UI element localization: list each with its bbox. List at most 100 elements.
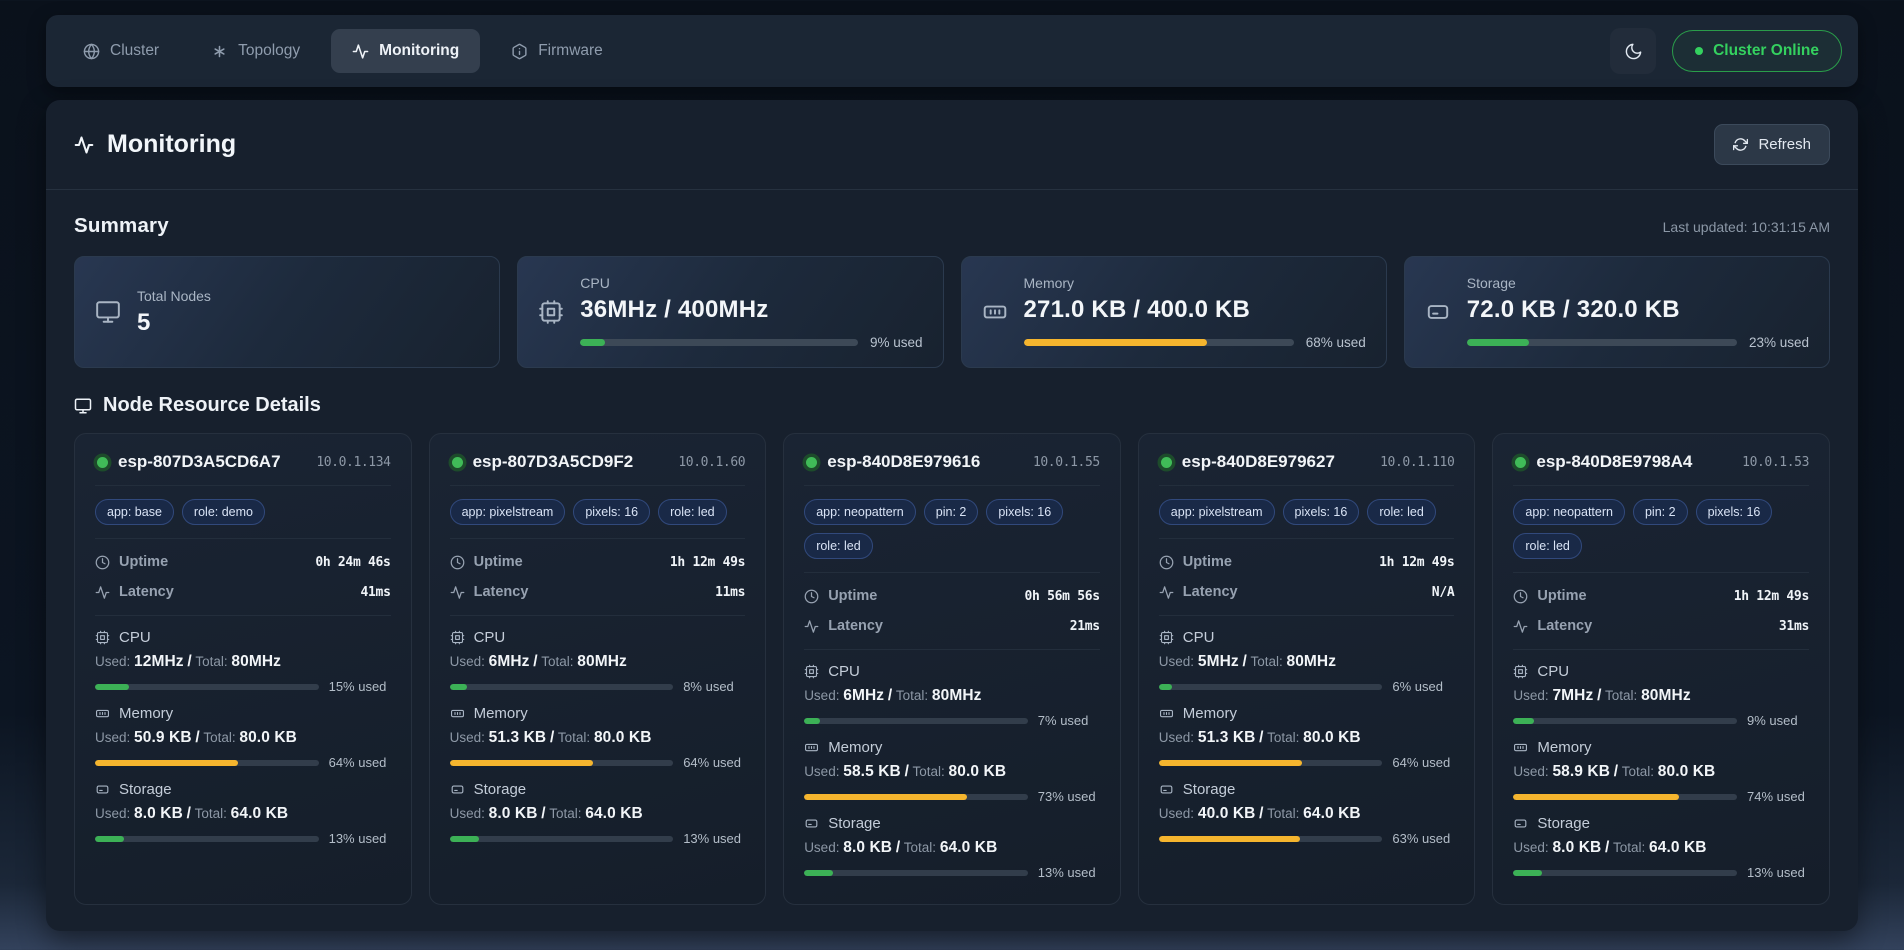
separator: / [1597,687,1602,704]
page-title-label: Monitoring [107,130,237,158]
node-card: esp-807D3A5CD9F2 10.0.1.60 app: pixelstr… [428,433,767,905]
progress-fill [95,683,129,690]
progress-track [1158,835,1383,842]
progress-fill [1513,869,1543,876]
latency-value: 31ms [1778,618,1809,634]
total-label: Total: [203,730,236,745]
metric-label: Memory [1537,739,1592,756]
used-value: 6MHz [488,653,530,670]
progress-fill [1466,338,1529,346]
latency-label: Latency [95,584,174,600]
divider [1513,572,1809,573]
uptime-label-text: Uptime [473,554,523,570]
used-value: 58.9 KB [1552,763,1610,780]
monitor-icon [74,398,92,413]
used-value: 5MHz [1197,653,1239,670]
divider [1158,615,1455,616]
uptime-label: Uptime [1513,588,1587,604]
metric-usage: Used: 40.0 KB / Total: 64.0 KB [1159,805,1455,823]
progress-fill [1513,717,1534,724]
used-label: Used: [804,840,840,855]
asterisk-icon [214,45,225,57]
metric-progress: 73% used [804,789,1100,804]
metric-header: CPU [95,629,391,646]
node-name: esp-840D8E9798A4 [1536,452,1693,471]
total-value: 64.0 KB [1303,805,1361,822]
used-value: 51.3 KB [1197,729,1256,746]
progress-fill [449,835,479,842]
latency-label-text: Latency [119,584,174,600]
total-value: 64.0 KB [939,839,998,856]
used-value: 8.0 KB [488,805,538,822]
clock-icon [450,555,464,569]
total-label: Total: [912,764,945,779]
percent-label: 6% used [1392,679,1443,694]
used-label: Used: [449,806,485,821]
latency-label-text: Latency [828,618,883,634]
total-label: Total: [903,840,937,855]
node-card: esp-840D8E979627 10.0.1.110 app: pixelst… [1137,433,1476,905]
memory-metric: Memory Used: 58.5 KB / Total: 80.0 KB 73… [804,739,1100,804]
metric-usage: Used: 8.0 KB / Total: 64.0 KB [804,839,1100,857]
memory-metric: Memory Used: 51.3 KB / Total: 80.0 KB 64… [449,705,746,770]
theme-toggle-button[interactable] [1610,28,1657,74]
node-tag: role: led [804,533,873,559]
cpu-icon [95,630,110,645]
used-value: 12MHz [134,653,184,670]
uptime-label: Uptime [95,554,168,570]
total-label: Total: [1605,688,1638,703]
metric-usage: Used: 6MHz / Total: 80MHz [804,687,1100,705]
used-label: Used: [449,730,485,745]
clock-icon [1159,555,1174,569]
progress-fill [804,717,820,724]
total-label: Total: [1267,730,1300,745]
metric-progress: 64% used [95,755,391,770]
node-name: esp-807D3A5CD6A7 [118,452,281,471]
total-value: 64.0 KB [230,805,289,822]
storage-metric: Storage Used: 8.0 KB / Total: 64.0 KB 13… [95,781,391,846]
node-tag: app: pixelstream [1158,499,1275,525]
progress-track [95,759,319,766]
summary-progress: 23% used [1466,335,1809,350]
metric-progress: 7% used [804,713,1100,728]
percent-label: 73% used [1037,789,1096,804]
tab-cluster[interactable]: Cluster [62,29,180,73]
uptime-row: Uptime 1h 12m 49s [450,552,745,572]
separator: / [541,805,546,822]
metric-label: Storage [473,781,527,798]
node-ip: 10.0.1.53 [1742,454,1809,470]
total-value: 64.0 KB [1649,839,1707,856]
used-value: 6MHz [843,687,885,704]
monitoring-panel: Monitoring Refresh Summary Last updated:… [46,100,1858,931]
metric-label: CPU [1182,629,1215,646]
summary-card-value: 5 [137,308,151,336]
latency-row: Latency N/A [1159,582,1455,602]
memory-metric: Memory Used: 50.9 KB / Total: 80.0 KB 64… [95,705,391,770]
metric-label: Memory [119,705,174,722]
clock-icon [804,589,819,603]
memory-icon [450,709,464,718]
node-tag: pin: 2 [923,499,979,525]
total-label: Total: [557,730,591,745]
metric-progress: 64% used [449,755,746,770]
separator: / [1613,763,1619,780]
summary-card-value: 72.0 KB / 320.0 KB [1466,295,1680,323]
metric-header: Storage [450,781,746,798]
progress-fill [804,793,968,800]
tab-monitoring[interactable]: Monitoring [331,29,481,73]
metric-progress: 13% used [804,865,1100,880]
node-ip: 10.0.1.110 [1380,454,1455,470]
node-online-dot-icon [97,456,108,468]
refresh-icon [1733,138,1749,151]
cpu-icon [1514,664,1528,679]
refresh-button[interactable]: Refresh [1714,124,1830,165]
summary-card-label: Memory [1023,274,1075,291]
used-label: Used: [1513,764,1549,779]
latency-row: Latency 41ms [95,582,391,602]
uptime-row: Uptime 0h 24m 46s [95,552,391,572]
node-card: esp-840D8E979616 10.0.1.55 app: neopatte… [783,433,1121,905]
tab-firmware[interactable]: Firmware [490,29,624,73]
hard-drive-icon [1515,819,1527,828]
tab-topology[interactable]: Topology [190,29,321,73]
metric-label: CPU [828,663,860,680]
